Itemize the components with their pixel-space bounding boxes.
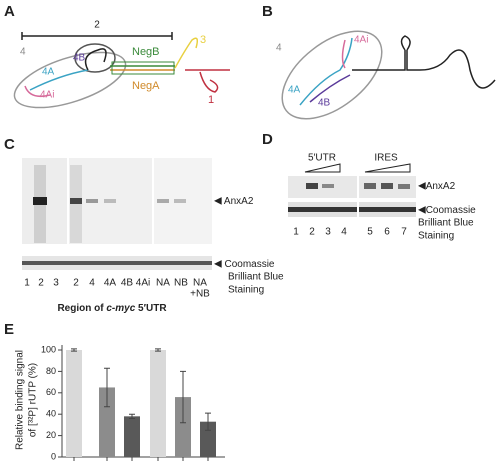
region-label: 2: [94, 20, 100, 31]
band-label: AnxA2: [426, 181, 456, 192]
y-tick-label: 60: [46, 387, 56, 397]
lane-label: NA: [193, 278, 207, 289]
region-label: 4A: [42, 67, 55, 78]
group-label: IRES: [374, 153, 398, 164]
stain-label: ◀ Coomassie: [214, 259, 275, 270]
region-label: 4B: [318, 98, 331, 109]
error-bar: [205, 412, 211, 431]
stain-label: Staining: [228, 285, 264, 296]
lane-labels: 1 2 3 2 4 4A 4B 4Ai NA NB NA: [24, 278, 207, 289]
bar: [200, 421, 216, 457]
bar: [66, 350, 82, 457]
region-label: 4Ai: [40, 90, 54, 101]
bar: [99, 387, 115, 457]
lane-label: 5: [367, 227, 373, 238]
group-label: 5′UTR: [308, 153, 336, 164]
panel-label: B: [262, 3, 273, 20]
lane-label: 1: [293, 227, 299, 238]
region-label: 4Ai: [354, 35, 368, 46]
region-label: NegA: [132, 80, 160, 92]
structure-a: [13, 32, 230, 109]
gel-c: [22, 158, 212, 270]
region-label: NegB: [132, 46, 160, 58]
y-tick-label: 80: [46, 366, 56, 376]
lane-label: 7: [401, 227, 407, 238]
error-bar: [71, 348, 77, 352]
lane-label: 2: [38, 278, 44, 289]
region-label: 1: [208, 94, 214, 106]
stain-label: Coomassie: [426, 205, 476, 216]
y-tick-label: 20: [46, 430, 56, 440]
error-bar: [104, 367, 110, 408]
y-tick-label: 100: [41, 344, 56, 354]
stain-label: Brilliant Blue: [228, 272, 284, 283]
lane-label: 1: [24, 278, 30, 289]
gel-d: [288, 163, 416, 217]
lane-label: 2: [73, 278, 79, 289]
lane-label: 3: [325, 227, 331, 238]
lane-label: 4: [89, 278, 95, 289]
region-label: 4A: [288, 85, 301, 96]
caption-part: 5′UTR: [135, 303, 167, 314]
y-tick-label: 0: [51, 451, 56, 461]
lane-label: 4A: [104, 278, 117, 289]
band-label: AnxA2: [224, 196, 254, 207]
stain-label: Staining: [418, 231, 454, 242]
lane-label: 4: [341, 227, 347, 238]
stain-label: Coomassie: [224, 259, 274, 270]
bar: [175, 397, 191, 457]
lane-label: NA: [156, 278, 170, 289]
stain-label: Brilliant Blue: [418, 218, 474, 229]
y-axis-label: of [³²P] rUTP (%): [28, 363, 39, 437]
bar-chart: 0 20 40 60 80 100: [41, 344, 216, 461]
panel-label: E: [4, 321, 14, 338]
region-label: 3: [200, 34, 206, 46]
y-tick-label: 40: [46, 409, 56, 419]
band-label: ◀ AnxA2: [214, 196, 254, 207]
region-caption: Region of c-myc 5′UTR: [57, 303, 167, 314]
panel-label: A: [4, 3, 15, 20]
panel-label: C: [4, 136, 15, 153]
structure-b: [281, 30, 496, 120]
band-label: ◀AnxA2: [418, 181, 456, 192]
y-axis-label: Relative binding signal: [15, 350, 26, 450]
lane-label: 3: [53, 278, 59, 289]
caption-part: Region of: [57, 303, 106, 314]
error-bar: [129, 413, 135, 419]
caption-part: c-myc: [106, 303, 135, 314]
region-label: 4: [276, 43, 282, 54]
bar: [150, 350, 166, 457]
stain-label: ◀Coomassie: [418, 205, 476, 216]
lane-label: 4B: [121, 278, 134, 289]
error-bar: [180, 370, 186, 424]
error-bar: [155, 348, 161, 352]
panel-label: D: [262, 131, 273, 148]
lane-label: +NB: [190, 289, 210, 300]
region-label: 4: [20, 47, 26, 58]
bar: [124, 416, 140, 457]
lane-label: 6: [384, 227, 390, 238]
lane-label: 2: [309, 227, 315, 238]
lane-label: 4Ai: [136, 278, 150, 289]
lane-label: NB: [174, 278, 188, 289]
region-label: 4B: [73, 53, 86, 64]
